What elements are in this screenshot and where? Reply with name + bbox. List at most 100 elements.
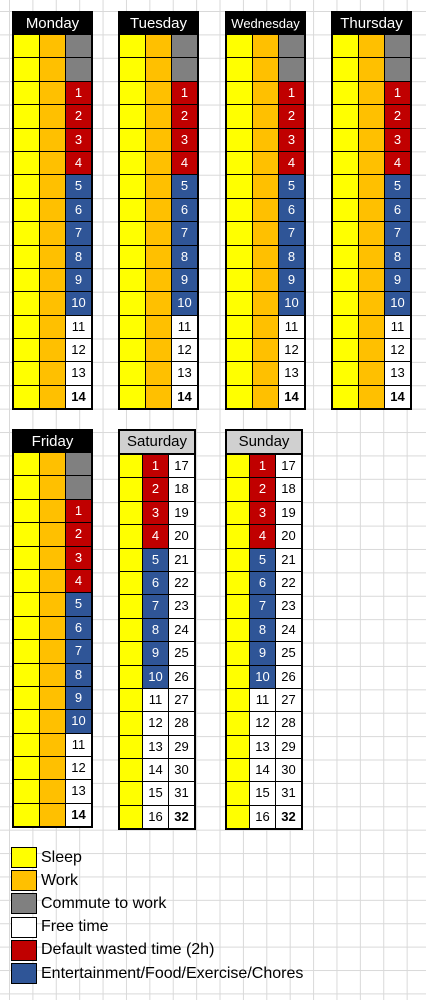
- hour-cell-work: [40, 105, 65, 128]
- hour-cell-work: [40, 546, 65, 569]
- hour-cell-work: [253, 105, 278, 128]
- hour-cell-work: [253, 245, 278, 268]
- schedule-row: 6: [14, 198, 91, 222]
- schedule-grid-friday: 1 2 3 4 5 6 7 8 9 10 11 12 13 14: [14, 453, 91, 827]
- hour-cell-ent: 7: [279, 222, 304, 245]
- hour-cell-free: 12: [172, 339, 197, 362]
- schedule-row: 13: [120, 362, 197, 385]
- day-header-monday: Monday: [14, 13, 91, 35]
- schedule-row: 10: [14, 710, 91, 733]
- legend-item-work: Work: [11, 869, 303, 892]
- legend-label-commute: Commute to work: [41, 894, 167, 912]
- hour-cell-sleep: [120, 805, 142, 829]
- hour-cell-ent: 10: [279, 292, 304, 315]
- hour-cell-free: 13: [385, 362, 410, 385]
- hour-cell-free: 12: [66, 339, 91, 362]
- schedule-row: 6 22: [120, 571, 194, 595]
- schedule-row: 12 28: [120, 712, 194, 735]
- schedule-row: 6: [333, 198, 410, 222]
- schedule-row: 12: [14, 339, 91, 362]
- hour-cell-work: [146, 105, 171, 128]
- hour-cell-sleep: [14, 222, 39, 245]
- hour-cell-wasted: 3: [66, 546, 91, 569]
- hour-cell-sleep: [14, 35, 39, 58]
- hour-cell-commute: [279, 35, 304, 58]
- hour-cell-work: [40, 499, 65, 523]
- hour-cell-sleep: [333, 128, 358, 151]
- hour-cell-free: 20: [276, 525, 301, 548]
- hour-cell-ent: 8: [172, 245, 197, 268]
- hour-cell-wasted: 4: [66, 569, 91, 593]
- schedule-row: 16 32: [227, 805, 301, 829]
- hour-cell-sleep: [14, 499, 39, 523]
- hour-cell-sleep: [227, 198, 252, 222]
- schedule-grid-monday: 1 2 3 4 5 6 7 8 9 10 11 12 13 14: [14, 35, 91, 409]
- hour-cell-work: [40, 362, 65, 385]
- hour-cell-sleep: [227, 339, 252, 362]
- hour-cell-free: 16: [250, 805, 275, 829]
- hour-cell-work: [253, 362, 278, 385]
- schedule-row: 2 18: [227, 478, 301, 501]
- hour-cell-work: [40, 292, 65, 315]
- schedule-row: 7: [120, 222, 197, 245]
- hour-cell-sleep: [227, 618, 249, 642]
- hour-cell-work: [40, 569, 65, 593]
- schedule-row: 1: [333, 81, 410, 105]
- hour-cell-sleep: [14, 757, 39, 780]
- legend-swatch-wasted: [11, 939, 37, 961]
- hour-cell-sleep: [14, 292, 39, 315]
- hour-cell-work: [253, 339, 278, 362]
- hour-cell-sleep: [333, 35, 358, 58]
- schedule-row: 2 18: [120, 478, 194, 501]
- hour-cell-ent: 9: [143, 642, 168, 665]
- schedule-row: 7: [14, 222, 91, 245]
- hour-cell-work: [40, 453, 65, 476]
- schedule-row: 10: [227, 292, 304, 315]
- legend-label-sleep: Sleep: [41, 848, 82, 866]
- legend: Sleep Work Commute to work Free time Def…: [11, 846, 303, 985]
- schedule-row: 12: [333, 339, 410, 362]
- hour-cell-free: 20: [169, 525, 194, 548]
- hour-cell-free: 14: [172, 385, 197, 409]
- schedule-row: 11: [14, 315, 91, 339]
- schedule-row: 4: [333, 151, 410, 175]
- schedule-row: 7: [333, 222, 410, 245]
- hour-cell-work: [146, 292, 171, 315]
- hour-cell-free: 16: [143, 805, 168, 829]
- hour-cell-ent: 6: [385, 198, 410, 222]
- hour-cell-sleep: [227, 268, 252, 292]
- hour-cell-ent: 10: [172, 292, 197, 315]
- hour-cell-sleep: [333, 105, 358, 128]
- hour-cell-sleep: [120, 571, 142, 595]
- hour-cell-sleep: [227, 759, 249, 782]
- hour-cell-free: 14: [143, 759, 168, 782]
- hour-cell-free: 14: [250, 759, 275, 782]
- hour-cell-free: 32: [276, 805, 301, 829]
- hour-cell-work: [40, 339, 65, 362]
- hour-cell-wasted: 4: [172, 151, 197, 175]
- legend-swatch-sleep: [11, 847, 37, 869]
- hour-cell-sleep: [227, 385, 252, 409]
- hour-cell-sleep: [14, 476, 39, 499]
- schedule-row: 9 25: [120, 642, 194, 665]
- hour-cell-free: 13: [250, 735, 275, 759]
- schedule-row: [227, 58, 304, 81]
- hour-cell-sleep: [14, 362, 39, 385]
- day-block-sunday: Sunday 1 17 2 18 3 19 4 20 5 21 6 22 7 23 8 24 9 25 10 26 11 2…: [225, 429, 303, 831]
- schedule-row: 9 25: [227, 642, 301, 665]
- hour-cell-sleep: [14, 128, 39, 151]
- hour-cell-work: [359, 362, 384, 385]
- schedule-row: 10: [333, 292, 410, 315]
- hour-cell-work: [146, 315, 171, 339]
- hour-cell-work: [40, 245, 65, 268]
- hour-cell-sleep: [227, 81, 252, 105]
- hour-cell-sleep: [227, 292, 252, 315]
- hour-cell-sleep: [14, 198, 39, 222]
- hour-cell-sleep: [120, 735, 142, 759]
- schedule-row: 14: [14, 385, 91, 409]
- hour-cell-free: 15: [143, 782, 168, 805]
- hour-cell-ent: 8: [385, 245, 410, 268]
- hour-cell-free: 12: [385, 339, 410, 362]
- schedule-row: 6: [14, 616, 91, 640]
- schedule-row: 1: [120, 81, 197, 105]
